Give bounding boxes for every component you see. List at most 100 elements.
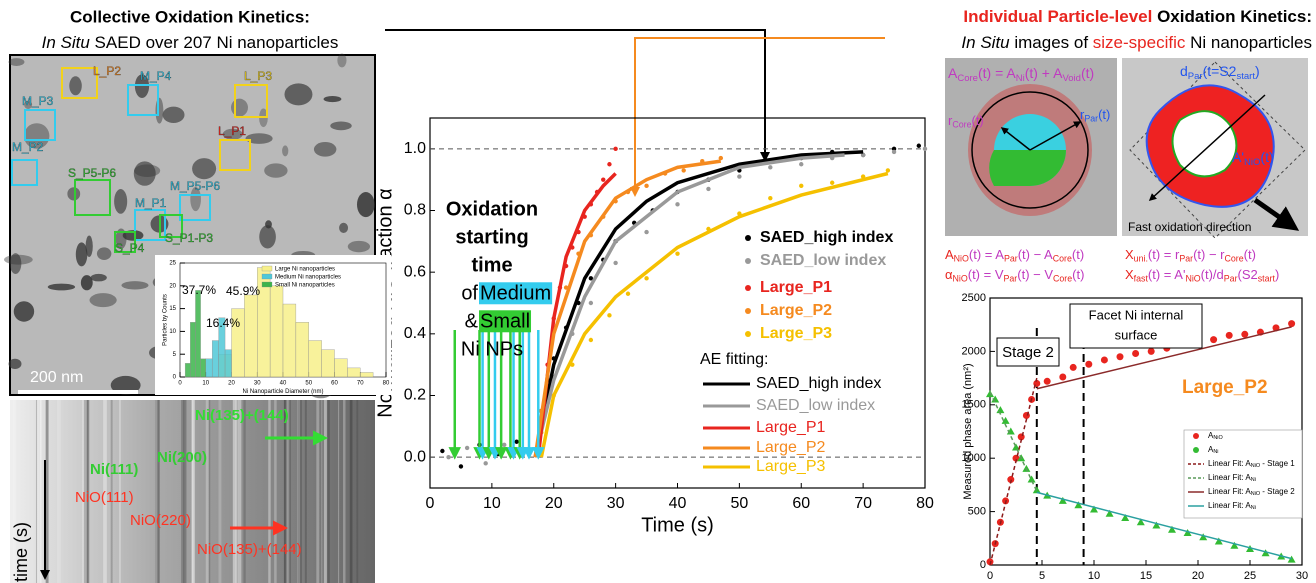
rich-text: Linear Fit: ANiO - Stage 1 (1208, 459, 1295, 470)
diffraction-streak (103, 400, 107, 583)
data-point (1147, 347, 1155, 355)
data-point (1183, 528, 1192, 536)
data-point (1012, 443, 1020, 451)
subscript: Par (1004, 274, 1018, 284)
subscript: Core (1053, 254, 1072, 264)
data-point (706, 186, 711, 192)
particle-box (127, 84, 159, 116)
diffraction-streak (119, 400, 121, 583)
legend-swatch (261, 281, 273, 288)
nanoparticle (4, 254, 33, 265)
nanoparticle (114, 189, 128, 214)
data-point (891, 149, 897, 155)
text-part: A' (1232, 149, 1244, 165)
text-part: (t) (1072, 247, 1084, 262)
particle-box (24, 109, 56, 141)
data-point (1261, 549, 1270, 557)
histogram-bar (205, 358, 213, 378)
subscript: NiO (1213, 436, 1222, 442)
particle-label: Large_P2 (1182, 377, 1268, 398)
legend-title: AE fitting: (700, 351, 768, 368)
legend-marker (745, 331, 751, 337)
nanoparticle (284, 83, 313, 106)
data-point (675, 251, 680, 256)
x-tick-label: 30 (607, 495, 625, 512)
legend-marker (745, 258, 751, 264)
text-part: X (1125, 267, 1134, 282)
particle-box (134, 209, 166, 241)
data-point (1090, 505, 1098, 513)
data-point (1069, 363, 1077, 371)
nanoparticle (80, 275, 93, 291)
right-header-title: Individual Particle-level Oxidation Kine… (963, 7, 1312, 26)
nanoparticle (133, 161, 156, 186)
legend-label: SAED_low index (756, 397, 875, 414)
data-point (588, 276, 594, 281)
rich-text: αNiO(t) = VPar(t) − VCore(t) (945, 267, 1084, 284)
text-part: (t)/d (1201, 267, 1224, 282)
text-part: Individual Particle-level (963, 7, 1152, 26)
nanoparticle (259, 225, 276, 249)
legend-marker (745, 285, 751, 291)
scale-bar-label: 200 nm (30, 369, 83, 386)
y-tick-label: 2000 (962, 345, 986, 357)
data-point (1214, 537, 1223, 545)
text-part: In Situ (42, 33, 91, 52)
nanoparticle (323, 96, 342, 103)
diffraction-streak (205, 400, 210, 583)
legend-box (1183, 429, 1303, 519)
y-tick-label: 500 (968, 506, 986, 518)
diffraction-streak (157, 400, 160, 583)
nanoparticle (162, 106, 185, 124)
nanoparticle (115, 228, 127, 249)
data-point (737, 174, 742, 179)
nanoparticle (155, 97, 164, 124)
text-part: images of (1010, 33, 1093, 52)
subscript: Ni (1213, 450, 1218, 456)
stage-label: Stage 2 (1002, 344, 1054, 361)
histogram-bar (295, 322, 309, 378)
particle-box (234, 84, 268, 118)
text-part: (t) (1260, 149, 1273, 165)
diffraction-streak (35, 400, 39, 583)
text-part: - Stage 2 (1260, 487, 1295, 496)
y-tick-label: 25 (169, 261, 176, 267)
y-tick-label: 1.0 (404, 140, 426, 157)
diffraction-streak (185, 400, 187, 583)
right-header-subtitle: In Situ images of size-specific Ni nanop… (961, 33, 1312, 52)
diffraction-streak (181, 400, 184, 583)
x-tick-label: 5 (1039, 570, 1045, 582)
stage-box (996, 337, 1060, 367)
data-point (1230, 541, 1239, 549)
legend-label: Large_P2 (756, 439, 825, 456)
nanoparticle (337, 53, 347, 68)
text-part: d (1180, 63, 1188, 79)
text-part: X (1125, 247, 1134, 262)
x-tick-label: 0 (178, 381, 182, 387)
legend-label: Small Ni nanoparticles (275, 283, 335, 289)
annotation: Medium (480, 282, 551, 304)
diffraction-streak (84, 400, 87, 583)
nanoparticle (222, 128, 243, 140)
histogram-bar (184, 363, 191, 378)
text-part: (t) − r (1193, 247, 1225, 262)
y-tick-label: 0.0 (404, 448, 426, 465)
radius (1000, 127, 1031, 151)
histogram-bar (321, 349, 335, 378)
data-point (829, 180, 835, 185)
x-tick-label: 60 (331, 381, 338, 387)
core-blob (1171, 110, 1238, 178)
diffraction-label: NiO(220) (130, 512, 191, 529)
data-point (1136, 518, 1145, 526)
text-part: In Situ (961, 33, 1010, 52)
data-point (991, 395, 1000, 403)
data-point (768, 195, 773, 201)
diffraction-streak (268, 400, 271, 583)
nanoparticle (231, 98, 248, 117)
diffraction-label: Ni(135)+(144) (195, 407, 289, 424)
diffraction-streak (57, 400, 61, 583)
percent-label: 45.9% (226, 284, 260, 298)
nanoparticle (264, 163, 288, 178)
rich-text: Xfast(t) = A'NiO(t)/dPar(S2start) (1125, 267, 1279, 284)
